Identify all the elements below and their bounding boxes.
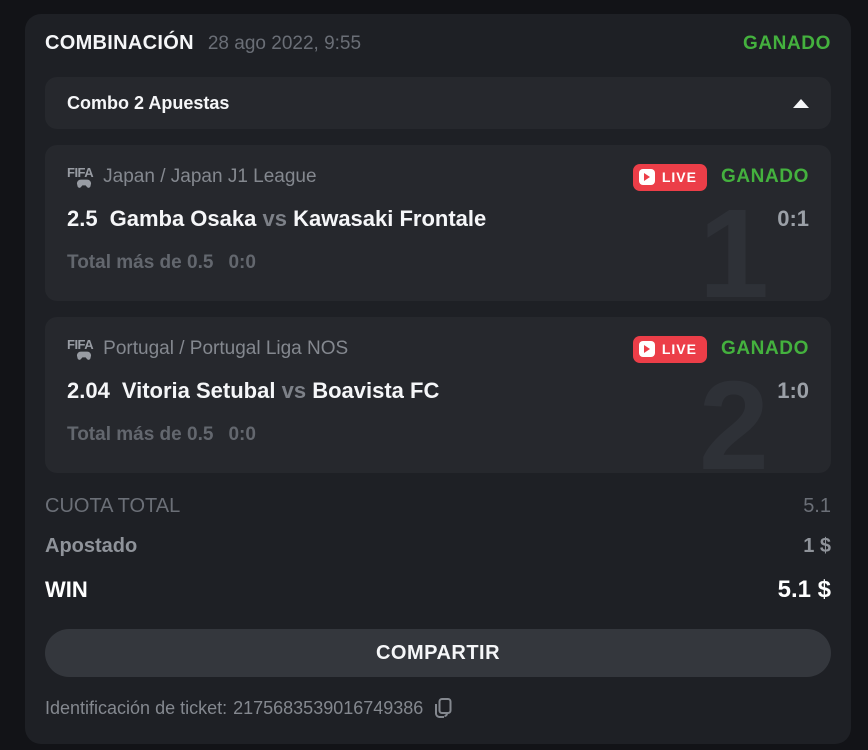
live-badge: LIVE [632,335,707,363]
combo-label: Combo 2 Apuestas [67,92,230,113]
ticket-id-value: 2175683539016749386 [233,697,424,718]
bet-index-watermark: 1 [698,183,769,302]
market-score: 0:0 [228,252,256,273]
league-name: Portugal / Portugal Liga NOS [103,338,349,359]
market-score: 0:0 [228,424,256,445]
bet-card-2: 2 FIFA Portugal / Portugal Liga NOS LIVE… [45,317,831,473]
win-row: WIN 5.1 $ [45,567,831,613]
ticket-date: 28 ago 2022, 9:55 [207,32,362,54]
away-team: Kawasaki Frontale [293,206,487,231]
total-odds-label: CUOTA TOTAL [45,495,181,517]
bet-index-watermark: 2 [698,355,769,474]
bet-status-badge: GANADO [720,166,809,187]
stake-row: Apostado 1 $ [45,526,831,567]
home-team: Vitoria Setubal [121,378,276,403]
win-value: 5.1 $ [777,576,831,603]
bet-card-1: 1 FIFA Japan / Japan J1 League LIVE GANA… [45,145,831,301]
match-score: 0:1 [777,206,809,231]
combo-collapse-bar[interactable]: Combo 2 Apuestas [45,77,831,129]
share-button[interactable]: COMPARTIR [45,629,831,677]
total-odds-row: CUOTA TOTAL 5.1 [45,487,831,526]
play-icon [638,341,655,357]
live-badge: LIVE [632,163,707,191]
copy-icon[interactable] [433,697,453,719]
market-label: Total más de 0.5 [67,252,214,273]
ticket-id-row: Identificación de ticket: 21756835390167… [45,697,831,719]
fifa-esports-icon: FIFA [67,166,94,188]
bet-ticket-card: COMBINACIÓN 28 ago 2022, 9:55 GANADO Com… [25,14,851,744]
stake-value: 1 $ [803,535,831,557]
ticket-header: COMBINACIÓN 28 ago 2022, 9:55 GANADO [45,30,831,61]
stake-label: Apostado [45,535,138,557]
bet-status-badge: GANADO [720,338,809,359]
match-score: 1:0 [777,378,809,403]
match-teams: Gamba Osaka vs Kawasaki Frontale [110,206,487,232]
vs-label: vs [262,206,287,231]
play-icon [638,169,655,185]
ticket-type-title: COMBINACIÓN [45,32,194,54]
market-label: Total más de 0.5 [67,424,214,445]
chevron-up-icon[interactable] [793,98,809,108]
ticket-status-badge: GANADO [742,32,831,54]
match-teams: Vitoria Setubal vs Boavista FC [122,378,440,404]
league-name: Japan / Japan J1 League [103,166,317,187]
home-team: Gamba Osaka [109,206,257,231]
win-label: WIN [45,577,88,602]
vs-label: vs [281,378,307,403]
fifa-esports-icon: FIFA [67,338,94,360]
bet-odds: 2.04 [67,378,110,403]
ticket-summary: CUOTA TOTAL 5.1 Apostado 1 $ WIN 5.1 $ [45,487,831,613]
ticket-id-label: Identificación de ticket: [45,697,228,718]
bet-odds: 2.5 [67,206,98,231]
away-team: Boavista FC [312,378,440,403]
total-odds-value: 5.1 [803,495,831,517]
